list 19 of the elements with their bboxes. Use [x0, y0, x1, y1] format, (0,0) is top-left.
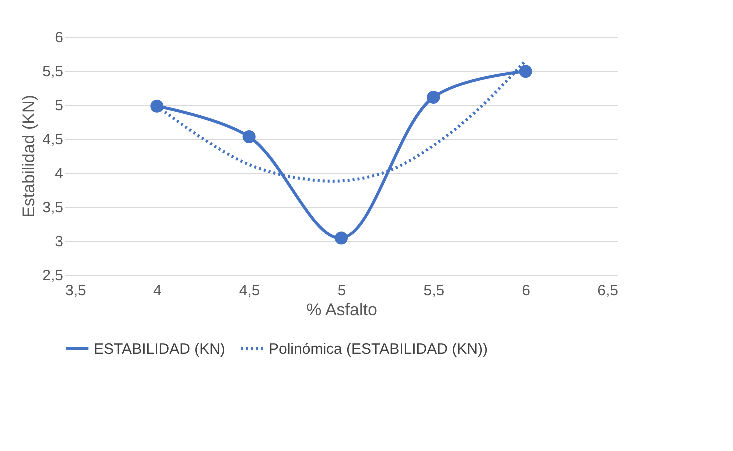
y-tick-label: 3,5: [42, 200, 64, 216]
y-tick-label: 3: [55, 234, 64, 250]
x-tick-label: 3,5: [66, 282, 86, 300]
x-tick-label: 5: [338, 282, 346, 300]
y-tick-label: 4: [55, 166, 64, 182]
legend-label: ESTABILIDAD (KN): [94, 340, 226, 358]
x-axis-title: % Asfalto: [306, 300, 378, 320]
y-tick-label: 5: [55, 98, 64, 114]
x-tick-label: 6: [522, 282, 531, 300]
x-tick-label: 4: [153, 282, 162, 300]
y-tick-label: 2,5: [42, 268, 64, 284]
legend-label: Polinómica (ESTABILIDAD (KN)): [269, 340, 488, 358]
x-tick-label: 5,5: [424, 282, 445, 300]
y-tick-label: 4,5: [42, 132, 64, 148]
y-tick-label: 5,5: [42, 64, 64, 80]
x-tick-label: 6,5: [598, 282, 618, 300]
x-tick-label: 4,5: [239, 282, 260, 300]
y-tick-label: 6: [55, 30, 64, 46]
y-axis-title: Estabilidad (KN): [20, 95, 39, 218]
